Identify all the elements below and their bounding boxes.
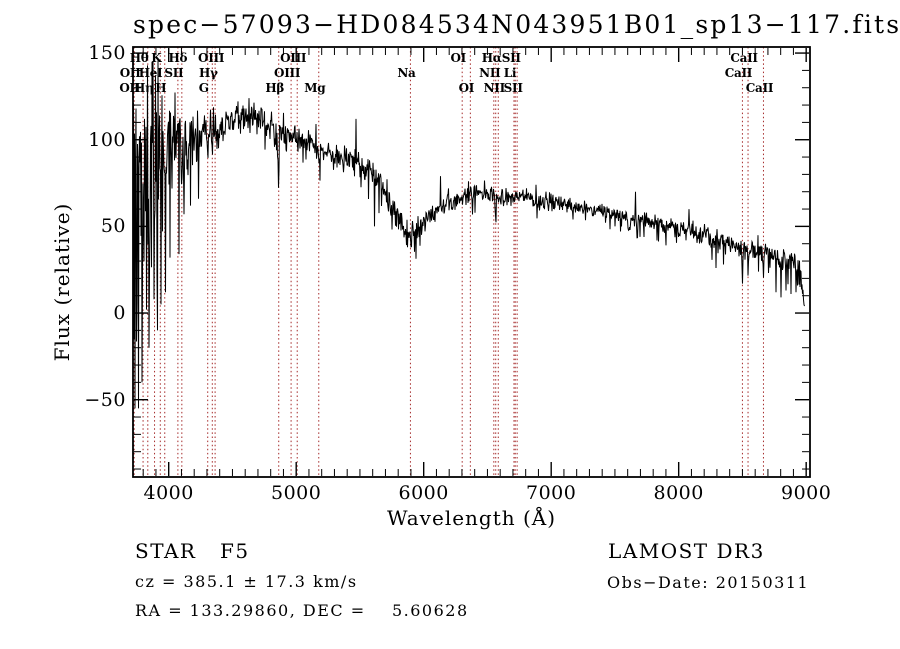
x-tick-label: 5000 [271, 482, 322, 504]
chart-title: spec−57093−HD084534N043951B01_sp13−117.f… [133, 10, 900, 39]
spectral-line-label: Na [397, 66, 416, 80]
y-axis-title: Flux (relative) [50, 202, 74, 362]
object-class-text: STAR F5 [135, 539, 250, 563]
spectral-line-label: SII [501, 51, 521, 65]
spectral-line-label: G [198, 81, 209, 95]
spectral-line-label: HeI [138, 66, 163, 80]
spectral-line-label: NII [479, 66, 501, 80]
spectral-line-label: OIII [198, 51, 225, 65]
spectral-line-label: K [151, 51, 162, 65]
spectrum-trace [133, 59, 805, 409]
spectral-line-label: OII [119, 66, 141, 80]
spectral-line-label: OI [458, 81, 475, 95]
x-tick-label: 8000 [653, 482, 704, 504]
spectral-line-label: SII [503, 81, 523, 95]
obs-date-text: Obs−Date: 20150311 [607, 573, 810, 592]
spectral-line-label: SII [164, 66, 184, 80]
spectral-line-label: Hα [481, 51, 502, 65]
plot-border [132, 46, 811, 478]
spectral-line-label: Hθ [129, 51, 149, 65]
y-tick-label: 100 [88, 128, 126, 151]
spectral-line-label: OI [450, 51, 466, 65]
spectral-line-label: Hη [134, 81, 154, 95]
x-tick-label: 4000 [143, 482, 194, 504]
y-tick-label: −50 [84, 388, 126, 411]
spectral-line-label: CaII [730, 51, 758, 65]
ra-dec-text: RA = 133.29860, DEC = 5.60628 [135, 601, 469, 620]
spectral-line-label: Hδ [168, 51, 188, 65]
spectral-line-label: CaII [745, 81, 774, 95]
spectral-line-label: Hγ [198, 66, 218, 80]
spectral-line-label: Mg [304, 81, 326, 95]
x-tick-label: 9000 [780, 482, 832, 504]
spectral-line-label: OIII [274, 66, 301, 80]
spectral-line-label: Li [503, 66, 517, 80]
x-tick-label: 6000 [398, 482, 449, 504]
radial-velocity-text: cz = 385.1 ± 17.3 km/s [135, 572, 358, 591]
x-axis-title: Wavelength (Å) [386, 506, 557, 530]
spectral-line-label: Hβ [265, 81, 285, 95]
survey-release-text: LAMOST DR3 [608, 539, 765, 563]
spectral-line-label: NII [483, 81, 506, 95]
y-tick-label: 0 [113, 302, 126, 325]
spectral-line-label: OII [119, 81, 141, 95]
spectral-line-label: CaII [724, 66, 753, 80]
x-tick-label: 7000 [525, 482, 577, 504]
spectral-line-label: H [155, 81, 167, 95]
spectral-line-label: OIII [280, 51, 307, 65]
y-tick-label: 150 [88, 42, 126, 65]
y-tick-label: 50 [100, 215, 126, 238]
